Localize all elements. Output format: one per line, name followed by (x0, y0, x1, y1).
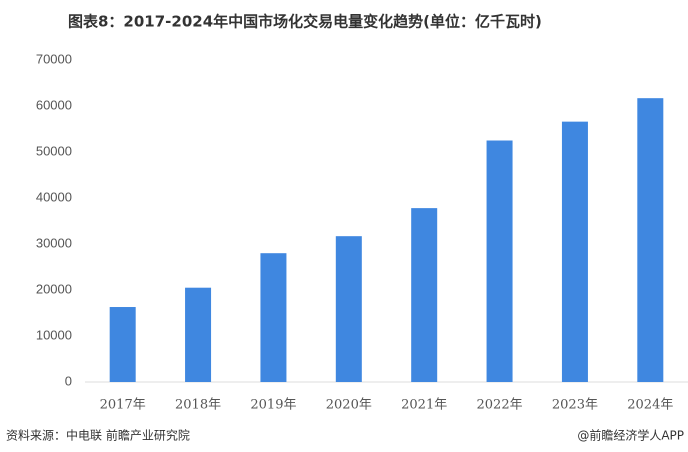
x-tick-label: 2018年 (175, 398, 221, 413)
source-note: 资料来源：中电联 前瞻产业研究院 (6, 428, 190, 443)
x-tick-label: 2023年 (552, 398, 598, 413)
bar (335, 236, 362, 382)
bar (637, 98, 664, 383)
bar (185, 287, 212, 382)
y-tick-label: 40000 (36, 189, 72, 204)
bar (260, 253, 287, 382)
bar (109, 307, 136, 382)
y-tick-label: 70000 (36, 51, 72, 66)
y-tick-label: 0 (65, 373, 72, 388)
x-tick-label: 2024年 (627, 398, 673, 413)
x-tick-label: 2022年 (477, 398, 523, 413)
y-tick-label: 50000 (36, 143, 72, 158)
x-tick-label: 2019年 (250, 398, 296, 413)
x-tick-label: 2021年 (401, 398, 447, 413)
y-tick-label: 60000 (36, 97, 72, 112)
chart-title: 图表8：2017-2024年中国市场化交易电量变化趋势(单位：亿千瓦时) (68, 13, 542, 31)
x-tick-label: 2017年 (100, 398, 146, 413)
y-tick-label: 20000 (36, 281, 72, 296)
credit: @前瞻经济学人APP (577, 428, 684, 443)
bar (411, 208, 438, 382)
y-tick-label: 10000 (36, 327, 72, 342)
bar (561, 121, 588, 382)
bar (486, 140, 513, 382)
y-tick-label: 30000 (36, 235, 72, 250)
x-tick-label: 2020年 (326, 398, 372, 413)
